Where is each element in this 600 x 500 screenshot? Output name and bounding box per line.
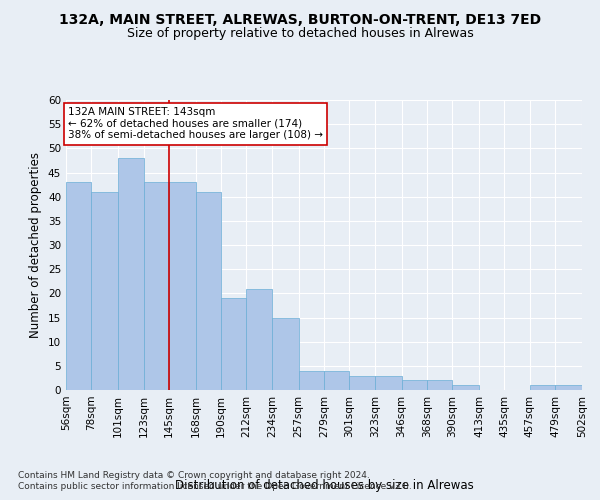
- Bar: [66, 182, 91, 390]
- Bar: [375, 376, 401, 390]
- Bar: [143, 182, 169, 390]
- Text: 132A, MAIN STREET, ALREWAS, BURTON-ON-TRENT, DE13 7ED: 132A, MAIN STREET, ALREWAS, BURTON-ON-TR…: [59, 12, 541, 26]
- Text: Size of property relative to detached houses in Alrewas: Size of property relative to detached ho…: [127, 28, 473, 40]
- Bar: [401, 380, 427, 390]
- Bar: [272, 318, 299, 390]
- Bar: [452, 385, 479, 390]
- Bar: [221, 298, 247, 390]
- Bar: [118, 158, 143, 390]
- Bar: [299, 370, 324, 390]
- Bar: [324, 370, 349, 390]
- Text: Contains public sector information licensed under the Open Government Licence v3: Contains public sector information licen…: [18, 482, 412, 491]
- Bar: [556, 385, 582, 390]
- Text: 132A MAIN STREET: 143sqm
← 62% of detached houses are smaller (174)
38% of semi-: 132A MAIN STREET: 143sqm ← 62% of detach…: [68, 108, 323, 140]
- Bar: [196, 192, 221, 390]
- Bar: [349, 376, 375, 390]
- Bar: [169, 182, 196, 390]
- Bar: [530, 385, 556, 390]
- X-axis label: Distribution of detached houses by size in Alrewas: Distribution of detached houses by size …: [175, 478, 473, 492]
- Bar: [582, 385, 600, 390]
- Bar: [247, 288, 272, 390]
- Bar: [427, 380, 452, 390]
- Bar: [91, 192, 118, 390]
- Y-axis label: Number of detached properties: Number of detached properties: [29, 152, 43, 338]
- Text: Contains HM Land Registry data © Crown copyright and database right 2024.: Contains HM Land Registry data © Crown c…: [18, 471, 370, 480]
